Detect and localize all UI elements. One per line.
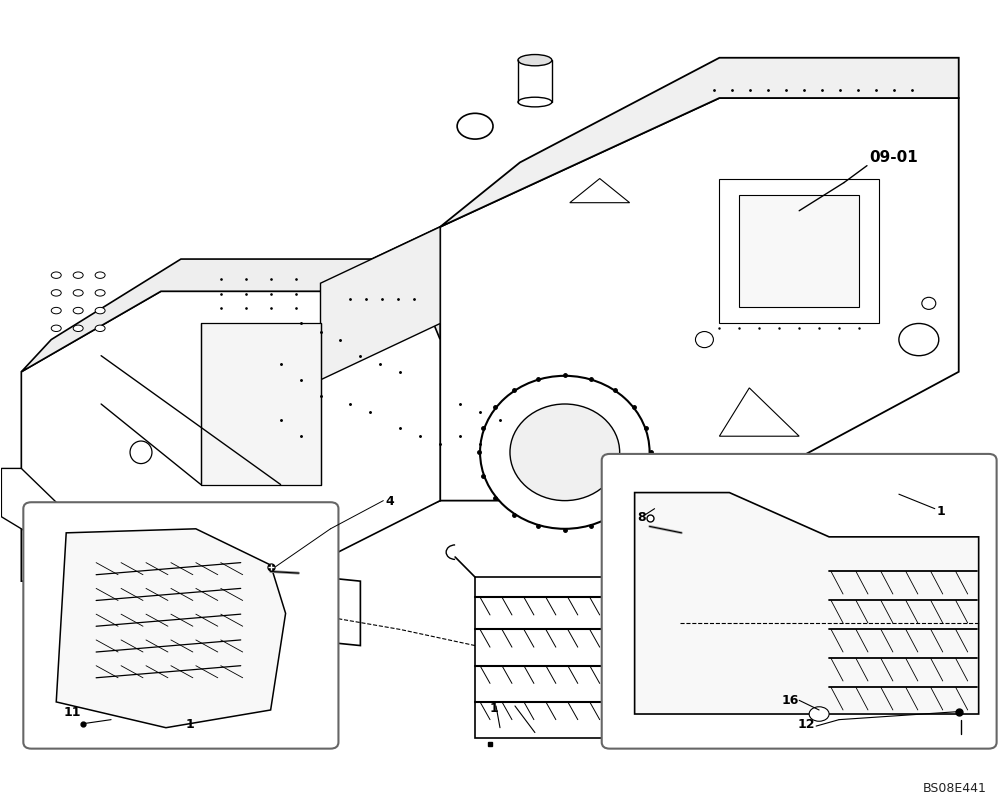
Text: BS08E441: BS08E441	[923, 782, 987, 795]
Polygon shape	[475, 577, 635, 739]
Polygon shape	[41, 565, 360, 694]
Polygon shape	[320, 227, 440, 549]
Ellipse shape	[51, 325, 61, 331]
Text: 4: 4	[385, 494, 394, 507]
Ellipse shape	[95, 272, 105, 279]
Ellipse shape	[51, 307, 61, 314]
Polygon shape	[56, 528, 286, 728]
Text: 16: 16	[781, 693, 799, 706]
Ellipse shape	[193, 645, 209, 654]
Text: 8: 8	[638, 511, 646, 524]
Ellipse shape	[51, 289, 61, 296]
Polygon shape	[21, 291, 440, 581]
Polygon shape	[1, 469, 121, 565]
Text: 1: 1	[490, 701, 499, 714]
Ellipse shape	[95, 307, 105, 314]
Polygon shape	[440, 98, 959, 501]
Ellipse shape	[95, 325, 105, 331]
Ellipse shape	[510, 404, 620, 501]
Ellipse shape	[73, 289, 83, 296]
Text: 1: 1	[186, 718, 195, 730]
Polygon shape	[21, 259, 440, 372]
Polygon shape	[635, 493, 979, 714]
Text: 12: 12	[797, 718, 815, 730]
Ellipse shape	[51, 503, 71, 515]
Polygon shape	[201, 323, 320, 485]
Polygon shape	[739, 195, 859, 307]
Ellipse shape	[51, 551, 71, 563]
Ellipse shape	[518, 54, 552, 65]
Ellipse shape	[922, 297, 936, 309]
FancyBboxPatch shape	[23, 503, 338, 749]
Ellipse shape	[480, 376, 650, 528]
Polygon shape	[570, 179, 630, 203]
Text: 11: 11	[63, 706, 81, 719]
Ellipse shape	[518, 97, 552, 107]
FancyBboxPatch shape	[602, 454, 997, 749]
Polygon shape	[440, 57, 959, 227]
Polygon shape	[320, 227, 440, 380]
Ellipse shape	[809, 707, 829, 722]
Text: 1: 1	[937, 505, 946, 518]
Text: 09-01: 09-01	[869, 150, 918, 166]
Ellipse shape	[73, 645, 89, 654]
Polygon shape	[719, 388, 799, 436]
Ellipse shape	[73, 307, 83, 314]
Ellipse shape	[695, 331, 713, 347]
Ellipse shape	[130, 441, 152, 464]
Ellipse shape	[51, 272, 61, 279]
Ellipse shape	[95, 289, 105, 296]
Ellipse shape	[73, 325, 83, 331]
Ellipse shape	[73, 272, 83, 279]
